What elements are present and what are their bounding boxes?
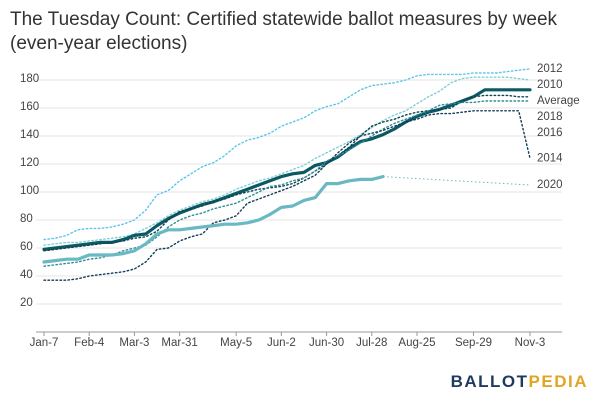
series-line bbox=[42, 88, 532, 251]
y-tick-label: 40 bbox=[20, 269, 33, 281]
series-line bbox=[43, 100, 531, 267]
y-tick-label: 160 bbox=[20, 101, 39, 113]
legend-label: 2010 bbox=[537, 79, 563, 91]
y-tick-label: 140 bbox=[20, 129, 39, 141]
series-line bbox=[42, 175, 385, 264]
legend-label: 2018 bbox=[537, 111, 563, 123]
y-tick-label: 60 bbox=[20, 241, 33, 253]
x-tick-label: Jan-7 bbox=[30, 337, 59, 349]
y-tick-label: 80 bbox=[20, 213, 33, 225]
x-tick-label: Mar-3 bbox=[119, 337, 149, 349]
x-tick-label: Sep-29 bbox=[455, 337, 492, 349]
chart-title: The Tuesday Count: Certified statewide b… bbox=[10, 9, 558, 54]
y-tick-label: 120 bbox=[20, 157, 39, 169]
series-line bbox=[43, 94, 531, 252]
y-tick-label: 20 bbox=[20, 297, 33, 309]
projection-line bbox=[383, 176, 531, 186]
legend-label: 2014 bbox=[537, 152, 563, 164]
x-tick-label: Jun-2 bbox=[267, 337, 296, 349]
x-tick-label: Feb-4 bbox=[74, 337, 105, 349]
logo-part: PEDIA bbox=[529, 372, 588, 391]
series-line bbox=[43, 76, 531, 246]
y-tick-label: 180 bbox=[20, 73, 39, 85]
legend-label: 2020 bbox=[537, 179, 563, 191]
series-line bbox=[43, 68, 531, 241]
legend-label: Average bbox=[537, 95, 580, 107]
logo-part: BALLOT bbox=[451, 372, 529, 391]
x-tick-label: Jun-30 bbox=[309, 337, 344, 349]
series-line bbox=[43, 110, 531, 281]
x-tick-label: Jul-28 bbox=[356, 337, 387, 349]
x-tick-label: Aug-25 bbox=[398, 337, 435, 349]
legend-label: 2012 bbox=[537, 63, 563, 75]
x-tick-label: Nov-3 bbox=[515, 337, 546, 349]
x-tick-label: May-5 bbox=[220, 337, 252, 349]
legend-label: 2016 bbox=[537, 127, 563, 139]
logo: BALLOTPEDIA bbox=[451, 372, 588, 391]
y-tick-label: 100 bbox=[20, 185, 39, 197]
x-tick-label: Mar-31 bbox=[161, 337, 197, 349]
